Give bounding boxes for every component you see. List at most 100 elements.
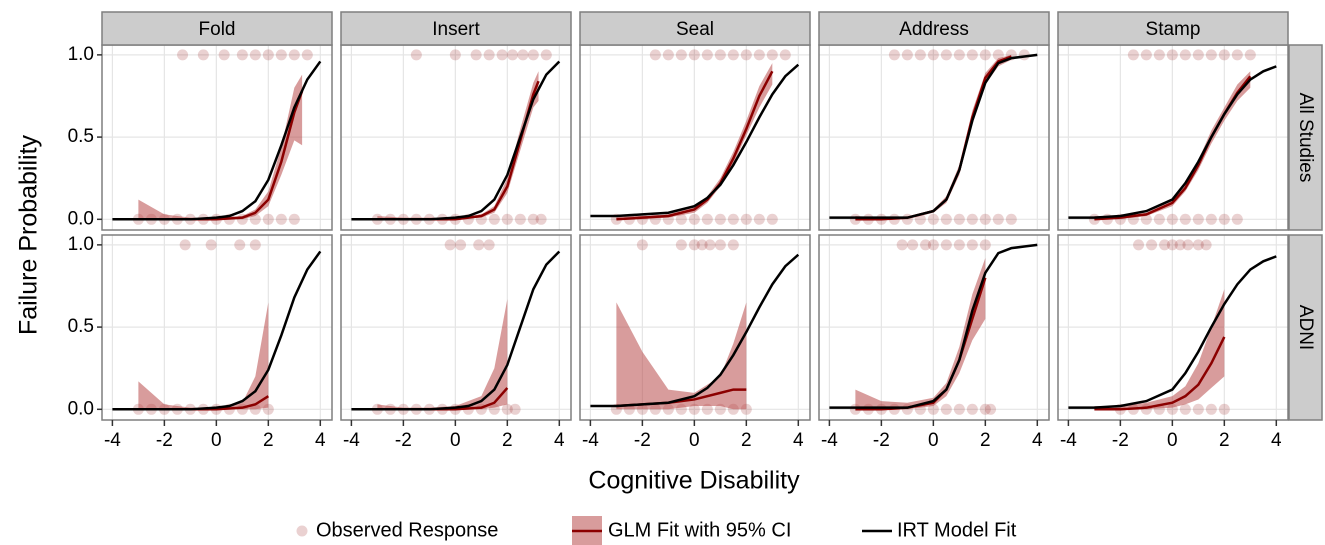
observed-point	[727, 49, 739, 61]
x-tick-label: -4	[104, 430, 121, 451]
observed-point	[514, 213, 526, 225]
observed-point	[1153, 49, 1165, 61]
row-label: ADNI	[1295, 305, 1316, 350]
observed-point	[675, 49, 687, 61]
observed-point	[896, 239, 908, 251]
observed-point	[1166, 49, 1178, 61]
observed-point	[940, 403, 952, 415]
observed-point	[236, 49, 248, 61]
observed-point	[1166, 239, 1178, 251]
y-tick-label: 0.5	[68, 126, 94, 147]
observed-point	[1192, 239, 1204, 251]
observed-point	[766, 49, 778, 61]
strip	[818, 11, 1050, 46]
x-tick-label: 4	[793, 430, 804, 451]
x-tick-label: 0	[928, 430, 939, 451]
observed-point	[696, 239, 708, 251]
irt-line	[351, 60, 561, 221]
observed-point	[1182, 239, 1194, 251]
observed-point	[1205, 49, 1217, 61]
x-tick-label: 4	[1271, 430, 1282, 451]
irt-line	[1068, 65, 1277, 219]
x-tick-label: -4	[582, 430, 599, 451]
observed-point	[927, 403, 939, 415]
observed-point	[1231, 49, 1243, 61]
x-tick-label: 2	[263, 430, 274, 451]
observed-point	[701, 49, 713, 61]
observed-point	[1205, 403, 1217, 415]
observed-point	[966, 239, 978, 251]
observed-point	[249, 49, 261, 61]
observed-point	[940, 49, 952, 61]
observed-point	[927, 49, 939, 61]
irt-line	[1068, 255, 1277, 409]
observed-point	[1153, 213, 1165, 225]
legend-symbol	[296, 525, 308, 537]
irt-line	[112, 60, 322, 221]
observed-point	[766, 213, 778, 225]
observed-point	[966, 213, 978, 225]
observed-point	[953, 239, 965, 251]
observed-point	[1140, 213, 1152, 225]
observed-point	[501, 403, 513, 415]
observed-point	[927, 213, 939, 225]
x-tick-label: 0	[450, 430, 461, 451]
observed-point	[704, 239, 716, 251]
observed-point	[1218, 49, 1230, 61]
observed-point	[979, 239, 991, 251]
irt-line	[351, 250, 561, 411]
x-tick-label: 4	[554, 430, 565, 451]
observed-point	[740, 49, 752, 61]
column-label: Fold	[199, 19, 236, 40]
observed-point	[1179, 403, 1191, 415]
observed-point	[901, 49, 913, 61]
row-label: All Studies	[1295, 93, 1316, 183]
observed-point	[483, 49, 495, 61]
strip	[1288, 44, 1323, 231]
observed-point	[234, 239, 246, 251]
observed-point	[953, 213, 965, 225]
y-tick-label: 0.5	[68, 316, 94, 337]
x-tick-label: -2	[156, 430, 173, 451]
confidence-band	[377, 299, 508, 410]
irt-line	[590, 63, 800, 218]
x-tick-label: 2	[502, 430, 513, 451]
irt-line	[829, 53, 1038, 219]
observed-point	[501, 213, 513, 225]
observed-point	[675, 213, 687, 225]
observed-point	[927, 239, 939, 251]
observed-point	[1146, 239, 1158, 251]
x-tick-label: -4	[343, 430, 360, 451]
observed-point	[517, 49, 529, 61]
observed-point	[740, 213, 752, 225]
x-tick-label: 0	[211, 430, 222, 451]
observed-point	[301, 49, 313, 61]
confidence-band	[1094, 289, 1225, 410]
observed-point	[979, 213, 991, 225]
observed-point	[701, 403, 713, 415]
observed-point	[714, 213, 726, 225]
x-axis-title: Cognitive Disability	[588, 467, 800, 495]
observed-point	[688, 403, 700, 415]
observed-point	[197, 49, 209, 61]
observed-point	[688, 213, 700, 225]
column-label: Stamp	[1146, 19, 1201, 40]
x-tick-label: 0	[1167, 430, 1178, 451]
observed-point	[540, 49, 552, 61]
observed-point	[1244, 49, 1256, 61]
y-tick-label: 1.0	[68, 234, 94, 255]
observed-point	[727, 239, 739, 251]
observed-point	[1192, 213, 1204, 225]
column-label: Address	[899, 19, 969, 40]
observed-point	[636, 239, 648, 251]
observed-point	[288, 49, 300, 61]
y-tick-label: 0.0	[68, 398, 94, 419]
confidence-band	[855, 258, 986, 410]
x-tick-label: -4	[1060, 430, 1077, 451]
y-tick-label: 1.0	[68, 44, 94, 65]
observed-point	[727, 213, 739, 225]
observed-point	[940, 213, 952, 225]
observed-point	[1231, 213, 1243, 225]
observed-point	[714, 49, 726, 61]
observed-point	[966, 403, 978, 415]
